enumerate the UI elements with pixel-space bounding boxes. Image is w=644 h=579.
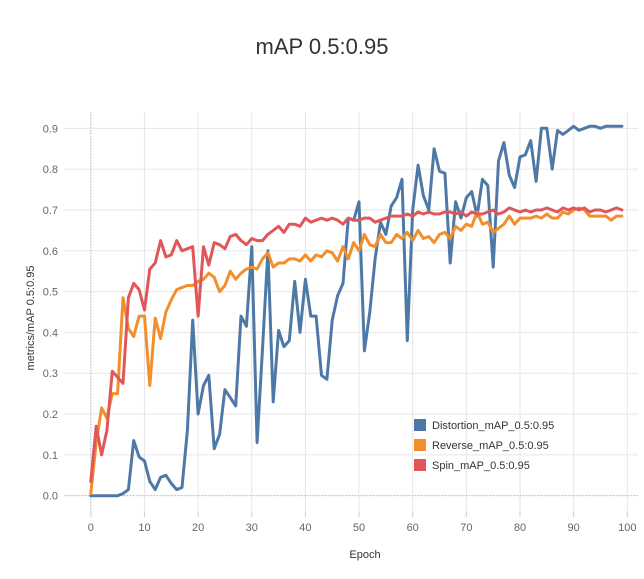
x-tick-label: 0 xyxy=(88,522,94,534)
legend-label: Distortion_mAP_0.5:0.95 xyxy=(432,420,554,432)
y-tick-label: 0.4 xyxy=(43,327,58,339)
series-line-3[interactable] xyxy=(89,206,624,483)
x-tick-label: 70 xyxy=(460,522,472,534)
legend-item[interactable]: Reverse_mAP_0.5:0.95 xyxy=(414,439,549,452)
legend-label: Reverse_mAP_0.5:0.95 xyxy=(432,440,549,452)
y-tick-label: 0.6 xyxy=(43,246,58,258)
legend-item[interactable]: Distortion_mAP_0.5:0.95 xyxy=(414,419,554,432)
y-tick-label: 0.8 xyxy=(43,164,58,176)
x-tick-label: 60 xyxy=(407,522,419,534)
x-axis-label: Epoch xyxy=(349,549,380,561)
y-tick-label: 0.2 xyxy=(43,409,58,421)
x-tick-label: 20 xyxy=(192,522,204,534)
x-tick-label: 90 xyxy=(568,522,580,534)
series-line-2[interactable] xyxy=(89,206,624,496)
legend-item[interactable]: Spin_mAP_0.5:0.95 xyxy=(414,459,530,472)
x-tick-label: 100 xyxy=(618,522,636,534)
series-line-1[interactable] xyxy=(89,124,624,498)
x-tick-label: 80 xyxy=(514,522,526,534)
y-axis-label: metrics/mAP 0.5:0.95 xyxy=(25,266,37,371)
tick-labels: 0.0 0.1 0.2 0.3 0.4 0.5 0.6 0.7 0.8 0.9 0 10 20 30 40 5… xyxy=(43,123,637,534)
legend[interactable]: Distortion_mAP_0.5:0.95 Reverse_mAP_0.5:0… xyxy=(414,419,554,472)
y-tick-label: 0.7 xyxy=(43,205,58,217)
legend-swatch xyxy=(414,419,426,431)
y-tick-label: 0.0 xyxy=(43,491,58,503)
x-tick-label: 50 xyxy=(353,522,365,534)
x-tick-label: 30 xyxy=(246,522,258,534)
y-tick-label: 0.5 xyxy=(43,287,58,299)
y-tick-label: 0.3 xyxy=(43,368,58,380)
y-tick-label: 0.1 xyxy=(43,450,58,462)
legend-swatch xyxy=(414,459,426,471)
grid-lines xyxy=(64,112,638,517)
chart-title: mAP 0.5:0.95 xyxy=(255,34,389,59)
legend-label: Spin_mAP_0.5:0.95 xyxy=(432,460,530,472)
series-lines xyxy=(89,124,624,498)
legend-swatch xyxy=(414,439,426,451)
x-tick-label: 10 xyxy=(138,522,150,534)
y-tick-label: 0.9 xyxy=(43,123,58,135)
x-tick-label: 40 xyxy=(299,522,311,534)
